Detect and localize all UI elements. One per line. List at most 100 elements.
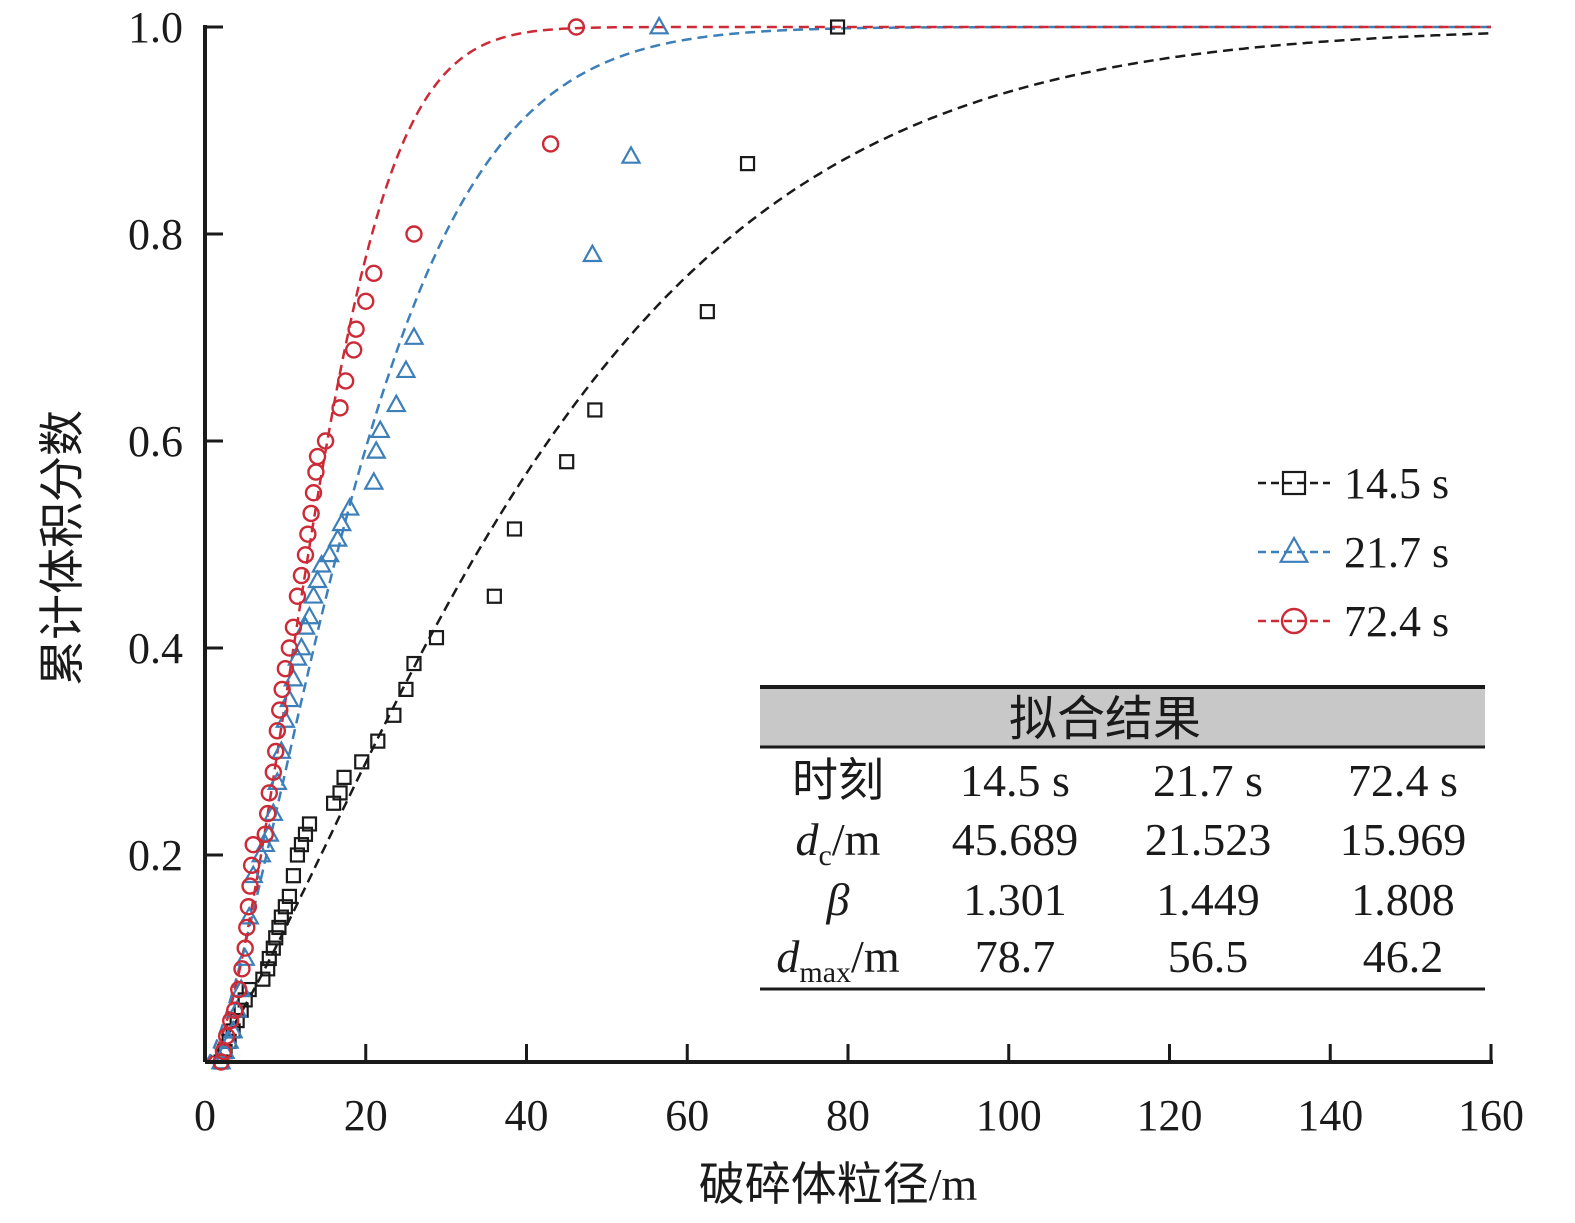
x-tick-label: 80 bbox=[826, 1091, 870, 1140]
data-point-14.5s bbox=[486, 588, 502, 604]
legend-marker-square-icon bbox=[1281, 470, 1307, 496]
data-point-21.7s bbox=[299, 605, 320, 625]
data-point-21.7s bbox=[303, 584, 324, 604]
table-beta-value-1: 1.301 bbox=[963, 874, 1067, 925]
legend-label: 72.4 s bbox=[1344, 597, 1449, 646]
legend-marker-triangle-icon bbox=[1278, 535, 1310, 563]
data-point-72.4s bbox=[296, 546, 315, 564]
legend: 14.5 s 21.7 s 72.4 s bbox=[1258, 459, 1449, 646]
data-point-14.5s bbox=[277, 899, 293, 915]
data-point-72.4s bbox=[357, 292, 375, 310]
data-point-72.4s bbox=[284, 618, 303, 636]
y-tick-label: 1.0 bbox=[128, 3, 183, 52]
axes: 0 20 40 60 80 100 120 140 160 0.2 0.4 0.6 0.8 1.0 bbox=[128, 3, 1524, 1140]
table-beta-value-3: 1.808 bbox=[1351, 874, 1455, 925]
data-point-21.7s bbox=[365, 440, 387, 459]
data-point-14.5s bbox=[587, 402, 603, 418]
data-point-14.5s bbox=[386, 707, 402, 723]
data-point-14.5s bbox=[332, 785, 348, 801]
table-dmax-value-2: 56.5 bbox=[1168, 931, 1249, 982]
data-point-72.4s bbox=[264, 763, 283, 781]
data-point-21.7s bbox=[234, 947, 256, 966]
data-markers bbox=[210, 15, 846, 1071]
data-point-72.4s bbox=[267, 742, 285, 761]
data-point-21.7s bbox=[274, 709, 296, 728]
y-tick-label: 0.2 bbox=[128, 831, 183, 880]
data-point-21.7s bbox=[363, 471, 385, 490]
data-point-21.7s bbox=[250, 843, 272, 863]
data-point-72.4s bbox=[307, 463, 325, 481]
data-point-14.5s bbox=[289, 847, 306, 863]
data-point-72.4s bbox=[256, 825, 274, 843]
data-point-21.7s bbox=[331, 512, 353, 532]
data-point-21.7s bbox=[242, 864, 264, 884]
data-point-72.4s bbox=[226, 1001, 244, 1019]
data-point-72.4s bbox=[276, 660, 295, 678]
x-tick-label: 140 bbox=[1297, 1091, 1363, 1140]
data-point-72.4s bbox=[273, 680, 291, 699]
data-point-21.7s bbox=[648, 15, 670, 35]
data-point-72.4s bbox=[241, 877, 259, 895]
fit-results-table: 拟合结果 时刻 14.5 s 21.7 s 72.4 s dc/m 45.689… bbox=[760, 685, 1485, 991]
data-point-21.7s bbox=[403, 326, 425, 345]
fit-curve-14.5s bbox=[204, 32, 1492, 1064]
x-tick-label: 100 bbox=[976, 1091, 1042, 1140]
table-row-label-beta: β bbox=[826, 874, 850, 925]
data-point-72.4s bbox=[239, 898, 258, 916]
data-point-14.5s bbox=[261, 950, 277, 967]
data-point-72.4s bbox=[331, 399, 349, 417]
data-point-21.7s bbox=[395, 359, 417, 379]
data-point-14.5s bbox=[271, 919, 287, 936]
data-point-72.4s bbox=[230, 980, 248, 999]
y-tick-label: 0.8 bbox=[128, 210, 183, 259]
data-point-21.7s bbox=[319, 543, 341, 563]
data-point-72.4s bbox=[292, 566, 311, 585]
data-point-72.4s bbox=[222, 1011, 240, 1030]
data-point-72.4s bbox=[238, 918, 256, 937]
data-point-72.4s bbox=[308, 447, 327, 466]
data-point-72.4s bbox=[336, 372, 355, 390]
table-beta-value-2: 1.449 bbox=[1156, 874, 1260, 925]
table-col-header-1: 14.5 s bbox=[960, 755, 1070, 806]
y-tick-label: 0.4 bbox=[128, 624, 183, 673]
table-col-header-2: 21.7 s bbox=[1153, 755, 1263, 806]
data-point-72.4s bbox=[316, 432, 335, 450]
data-point-72.4s bbox=[405, 225, 423, 243]
table-row-label-time: 时刻 bbox=[792, 755, 884, 806]
data-point-14.5s bbox=[285, 868, 302, 884]
y-axis-title: 累计体积分数 bbox=[37, 410, 88, 686]
table-row-label-dc: dc/m bbox=[796, 814, 881, 872]
y-tick-label: 0.6 bbox=[128, 417, 183, 466]
x-tick-label: 60 bbox=[665, 1091, 709, 1140]
data-point-72.4s bbox=[218, 1027, 236, 1045]
table-header-bg bbox=[760, 688, 1485, 746]
legend-marker-circle-icon bbox=[1280, 607, 1308, 635]
data-point-72.4s bbox=[260, 784, 278, 802]
data-point-21.7s bbox=[369, 419, 391, 439]
data-point-72.4s bbox=[242, 856, 261, 875]
data-point-14.5s bbox=[370, 733, 386, 749]
data-point-72.4s bbox=[304, 484, 323, 502]
data-point-72.4s bbox=[347, 320, 365, 338]
table-dmax-value-1: 78.7 bbox=[975, 931, 1056, 982]
data-point-14.5s bbox=[297, 826, 314, 842]
x-tick-label: 20 bbox=[344, 1091, 388, 1140]
data-point-14.5s bbox=[739, 156, 756, 172]
data-point-14.5s bbox=[829, 19, 846, 35]
data-point-21.7s bbox=[282, 667, 304, 687]
x-tick-label: 0 bbox=[194, 1091, 216, 1140]
x-tick-label: 40 bbox=[505, 1091, 549, 1140]
data-point-14.5s bbox=[506, 521, 523, 537]
data-point-72.4s bbox=[268, 722, 287, 740]
data-point-72.4s bbox=[302, 504, 320, 523]
data-point-14.5s bbox=[336, 769, 352, 785]
data-point-21.7s bbox=[307, 569, 328, 589]
data-point-21.7s bbox=[287, 647, 308, 666]
data-point-72.4s bbox=[288, 587, 307, 605]
data-point-72.4s bbox=[233, 960, 251, 978]
data-point-21.7s bbox=[238, 905, 260, 925]
table-dc-value-1: 45.689 bbox=[952, 814, 1079, 865]
data-point-14.5s bbox=[268, 930, 284, 946]
data-point-14.5s bbox=[354, 754, 370, 770]
legend-label: 14.5 s bbox=[1344, 459, 1449, 508]
